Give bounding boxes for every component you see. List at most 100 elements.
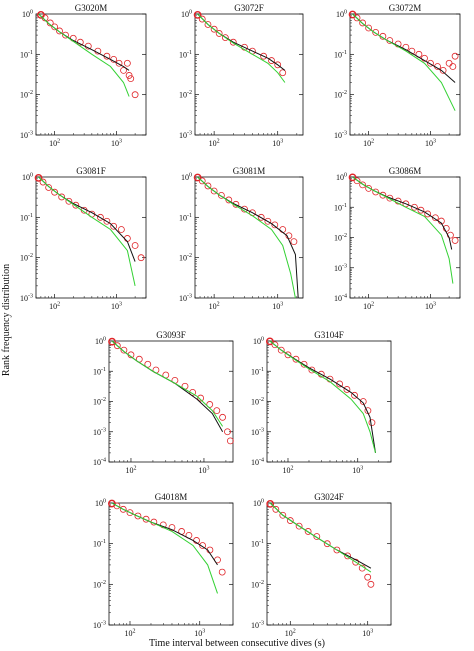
data-point-cluster <box>193 10 202 19</box>
black-model-line <box>352 13 456 83</box>
data-point <box>271 341 279 349</box>
data-point <box>451 52 459 60</box>
plot-frame <box>349 176 461 299</box>
data-point-cluster <box>34 173 43 182</box>
data-point <box>300 360 308 368</box>
y-tick-label: 10-3 <box>20 131 33 141</box>
data-point <box>333 546 341 554</box>
black-model-line <box>269 502 372 569</box>
data-point <box>56 27 63 35</box>
y-tick-label: 10-1 <box>251 539 264 549</box>
green-model-line <box>38 176 136 287</box>
y-tick-label: 10-3 <box>179 294 192 304</box>
data-point <box>284 351 292 359</box>
y-tick-label: 10-1 <box>251 367 264 377</box>
x-tick-label: 102 <box>49 139 60 149</box>
y-tick-label: 10-3 <box>20 294 33 304</box>
y-tick-label: 10-4 <box>93 458 106 468</box>
data-point <box>365 24 373 32</box>
y-tick-label: 10-3 <box>251 621 264 631</box>
data-point <box>110 222 118 230</box>
green-model-line <box>111 502 218 594</box>
data-point <box>286 517 294 524</box>
x-tick-label: 103 <box>362 629 373 639</box>
plot-frame <box>194 13 304 136</box>
y-tick-label: 10-3 <box>93 427 106 437</box>
y-tick-label: 10-2 <box>20 253 33 263</box>
data-point <box>411 203 418 211</box>
data-point <box>115 59 123 67</box>
data-point <box>39 178 47 186</box>
data-point <box>51 188 59 196</box>
data-point <box>336 380 344 388</box>
x-tick-label: 102 <box>209 302 220 312</box>
x-tick-label: 103 <box>425 302 436 312</box>
y-tick-label: 100 <box>253 499 264 509</box>
y-tick-label: 100 <box>181 173 192 183</box>
data-point <box>379 191 387 199</box>
green-model-line <box>197 176 296 299</box>
data-point <box>123 235 131 242</box>
data-point <box>197 394 205 402</box>
data-point <box>218 568 226 576</box>
data-point <box>120 346 128 354</box>
y-tick-label: 10-1 <box>334 50 347 60</box>
panel-title: G3020M <box>75 3 108 13</box>
y-tick-label: 10-2 <box>20 90 33 100</box>
y-tick-label: 10-2 <box>179 90 192 100</box>
y-tick-label: 10-1 <box>93 367 106 377</box>
data-point <box>215 30 223 37</box>
y-axis-label: Rank frequency distribution <box>1 264 12 376</box>
data-point <box>117 226 125 233</box>
green-model-line <box>38 13 130 97</box>
y-tick-label: 10-1 <box>179 213 192 223</box>
black-model-line <box>111 502 218 566</box>
data-point <box>372 28 380 36</box>
y-tick-label: 10-1 <box>179 50 192 60</box>
data-point <box>137 254 145 262</box>
data-point <box>367 580 375 588</box>
data-point <box>226 437 234 445</box>
data-point <box>313 533 321 540</box>
data-point <box>343 386 351 393</box>
panel-G3072F: G3072F 10-3 10-2 10-1 100 102 103 <box>179 3 304 149</box>
data-point-cluster <box>266 500 275 508</box>
panel-title: G3086M <box>389 166 422 176</box>
data-point-cluster <box>108 337 116 346</box>
y-tick-label: 100 <box>22 10 33 20</box>
y-tick-label: 10-1 <box>20 50 33 60</box>
plot-frame <box>108 340 234 463</box>
x-tick-label: 102 <box>209 139 220 149</box>
panels-group: G3020M 10-3 10-2 10-1 100 102 103 G3072F 10-3 10-… <box>20 3 461 639</box>
x-tick-label: 102 <box>363 139 374 149</box>
y-tick-label: 10-1 <box>334 203 347 213</box>
green-model-line <box>197 13 286 83</box>
x-tick-label: 102 <box>49 302 60 312</box>
x-tick-label: 103 <box>111 139 122 149</box>
data-point <box>323 540 331 548</box>
data-point-cluster <box>265 337 274 346</box>
data-point <box>417 206 425 214</box>
y-tick-label: 100 <box>253 337 264 347</box>
data-point <box>372 188 380 196</box>
data-point <box>125 72 133 79</box>
data-point <box>364 573 372 581</box>
data-point <box>221 34 229 41</box>
y-tick-label: 10-1 <box>93 539 106 549</box>
panel-G3072M: G3072M 10-3 10-2 10-1 100 102 103 <box>334 3 461 149</box>
data-point <box>97 213 104 221</box>
y-tick-label: 10-3 <box>93 621 106 631</box>
data-point <box>279 511 287 519</box>
data-point <box>204 182 212 190</box>
data-point <box>359 19 367 27</box>
x-tick-label: 102 <box>282 466 293 476</box>
data-point <box>142 515 150 523</box>
panel-title: G3104F <box>314 330 344 340</box>
panel-title: G3024F <box>314 492 344 502</box>
data-point <box>206 401 214 408</box>
black-model-line <box>269 340 376 453</box>
data-point <box>72 201 80 209</box>
x-tick-label: 103 <box>272 302 283 312</box>
data-point <box>421 54 428 62</box>
y-tick-label: 10-2 <box>179 253 192 263</box>
